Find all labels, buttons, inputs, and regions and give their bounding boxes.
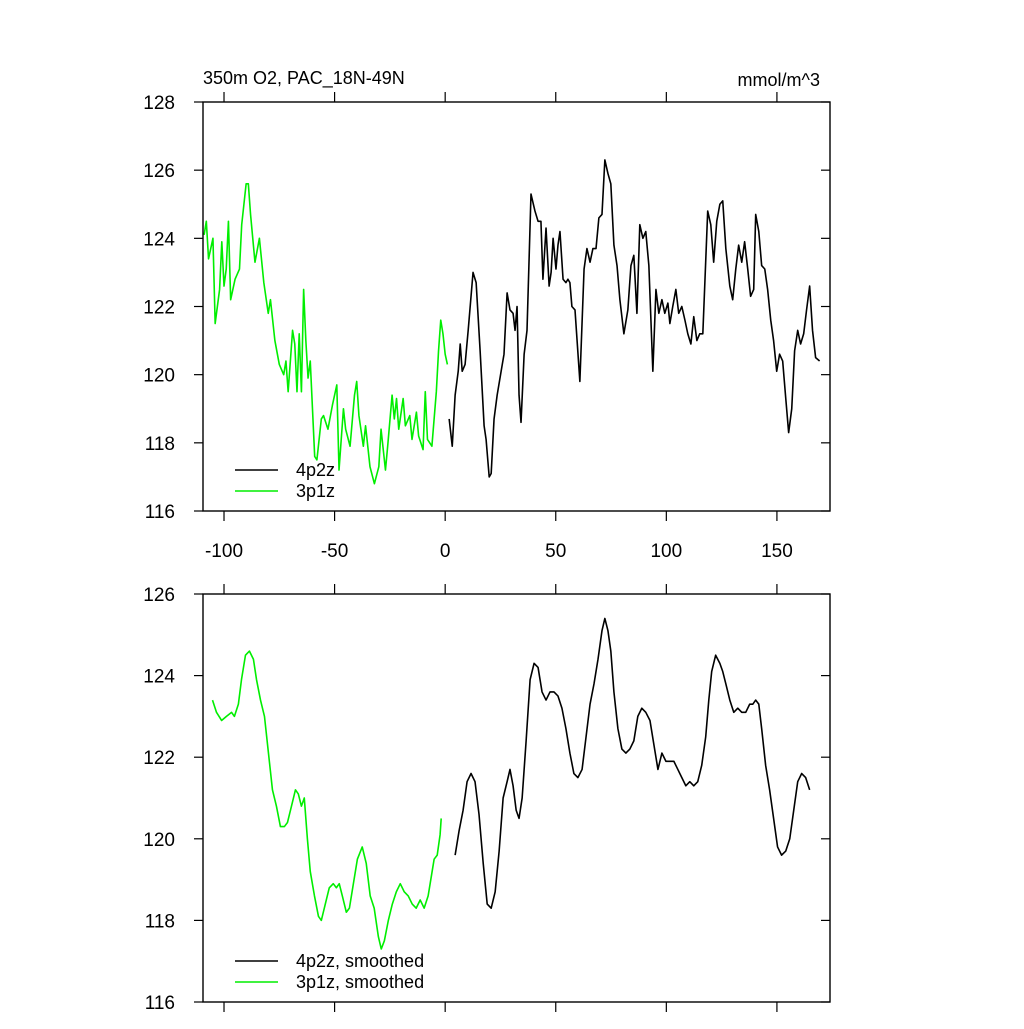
x-tick-label: 0 xyxy=(440,541,451,562)
y-tick-label: 124 xyxy=(143,667,175,688)
plot-frame xyxy=(202,101,831,512)
legend-label: 3p1z xyxy=(296,481,335,501)
y-tick-label: 122 xyxy=(143,298,175,319)
legend-label: 4p2z, smoothed xyxy=(296,951,424,971)
units-label: mmol/m^3 xyxy=(738,70,820,90)
y-tick-label: 124 xyxy=(143,229,175,250)
data-line xyxy=(454,617,811,909)
data-line xyxy=(211,650,442,950)
y-tick-label: 120 xyxy=(143,366,175,387)
data-line xyxy=(448,159,821,478)
legend-label: 4p2z xyxy=(296,460,335,480)
y-tick-label: 118 xyxy=(145,911,175,932)
y-tick-label: 126 xyxy=(143,161,175,182)
chart-title: 350m O2, PAC_18N-49N xyxy=(203,68,405,89)
x-tick-label: 100 xyxy=(650,541,682,562)
y-tick-label: 118 xyxy=(145,434,175,455)
x-tick-label: -100 xyxy=(205,541,243,562)
plot-frame xyxy=(202,593,831,1003)
y-tick-label: 128 xyxy=(143,93,175,114)
y-tick-label: 116 xyxy=(145,502,175,523)
x-tick-label: 50 xyxy=(545,541,566,562)
y-tick-label: 126 xyxy=(143,585,175,606)
x-tick-label: -50 xyxy=(321,541,348,562)
y-tick-label: 120 xyxy=(143,830,175,851)
y-tick-label: 116 xyxy=(145,993,175,1014)
y-tick-label: 122 xyxy=(143,748,175,769)
legend-label: 3p1z, smoothed xyxy=(296,972,424,992)
data-line xyxy=(203,183,449,485)
x-tick-label: 150 xyxy=(761,541,793,562)
